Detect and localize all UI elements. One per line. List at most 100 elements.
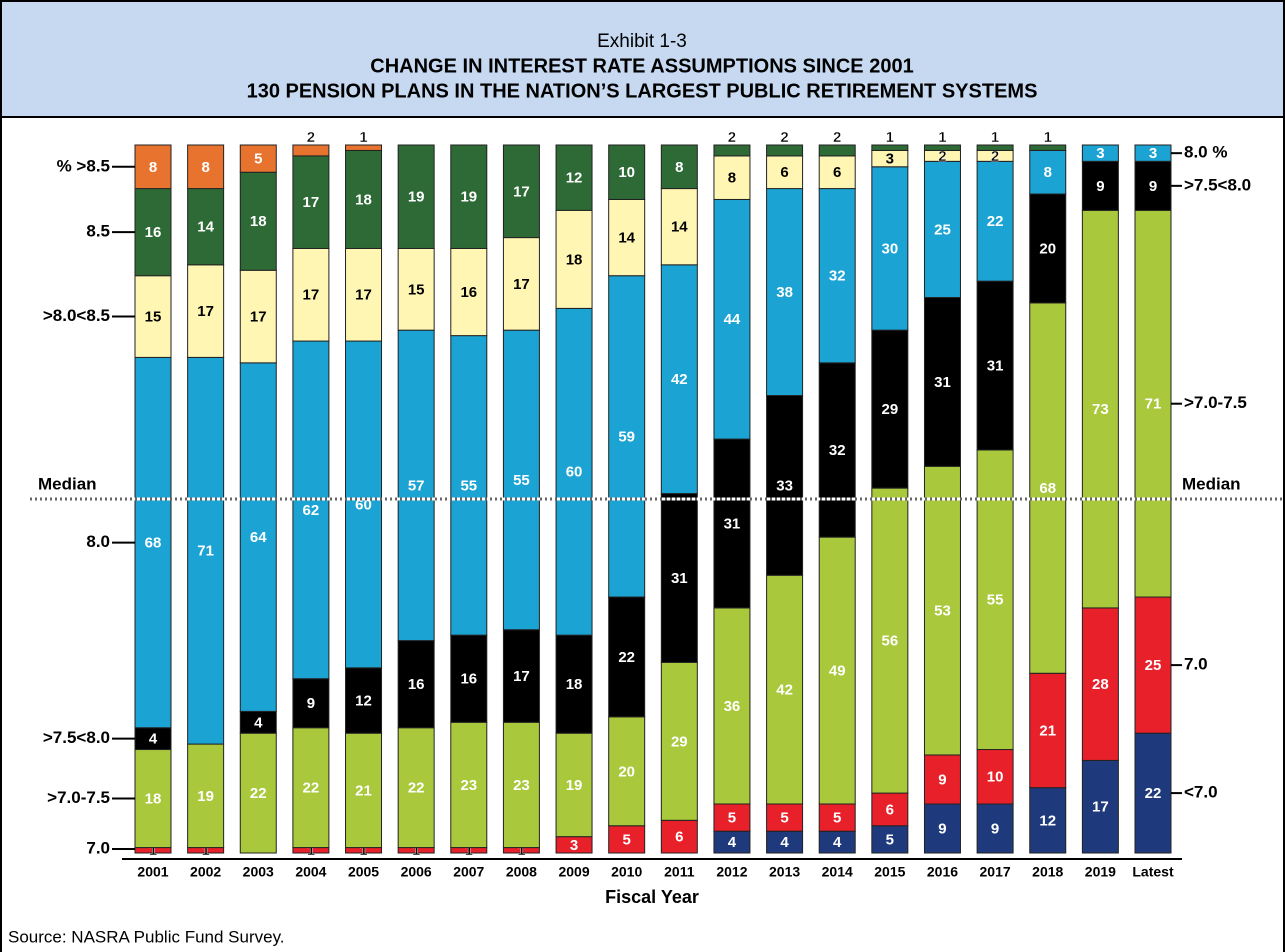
bar-segment [766, 188, 804, 397]
bar-segment [871, 487, 909, 794]
value-label: 17 [303, 287, 320, 304]
value-label: 1 [201, 842, 209, 859]
value-label: 12 [1039, 812, 1056, 829]
x-tick-label: Latest [1132, 864, 1174, 880]
bar-segment [345, 247, 383, 342]
value-label: 10 [618, 164, 635, 181]
value-label: 8 [675, 159, 683, 176]
right-label: >7.5<8.0 [1184, 175, 1251, 194]
value-label: 55 [987, 592, 1004, 609]
x-axis-label: Fiscal Year [605, 887, 699, 907]
bar-segment [1134, 209, 1172, 598]
value-label: 68 [1039, 480, 1056, 497]
bar-segment [397, 329, 435, 642]
value-label: 31 [671, 570, 688, 587]
value-label: 49 [829, 663, 846, 680]
value-label: 6 [675, 829, 683, 846]
bar-segment [818, 803, 856, 832]
x-tick-label: 2012 [716, 864, 747, 880]
bar-segment [1081, 759, 1119, 854]
value-label: 19 [460, 189, 477, 206]
value-label: 55 [460, 477, 477, 494]
left-label: >7.0-7.5 [47, 788, 110, 807]
x-tick-label: 2002 [190, 864, 221, 880]
x-tick-label: 2017 [980, 864, 1011, 880]
value-label: 17 [513, 183, 530, 200]
value-label: 3 [1096, 145, 1104, 162]
median-label: Median [1182, 474, 1241, 493]
value-label: 8 [149, 159, 157, 176]
value-label: 59 [618, 428, 635, 445]
bar-segment [923, 144, 961, 151]
bar-segment [345, 340, 383, 669]
x-tick-label: 2016 [927, 864, 958, 880]
value-label: 32 [829, 268, 846, 285]
value-label: 19 [408, 189, 425, 206]
bar-segment [345, 144, 383, 151]
bar-segment [766, 803, 804, 832]
value-label: 8 [201, 159, 209, 176]
value-label: 5 [728, 810, 736, 827]
value-label: 1 [465, 842, 473, 859]
bar-segment [608, 144, 646, 200]
bar-segment [555, 634, 593, 734]
x-tick-label: 2007 [453, 864, 484, 880]
bar-segment [818, 144, 856, 157]
bar-segment [292, 247, 330, 342]
value-label: 8 [1044, 164, 1052, 181]
value-label: 9 [1096, 178, 1104, 195]
left-label: 7.0 [86, 838, 110, 857]
value-label: 31 [724, 515, 741, 532]
x-tick-label: 2003 [243, 864, 274, 880]
left-label: % >8.5 [57, 156, 110, 175]
value-label: 15 [145, 309, 162, 326]
value-label: 6 [833, 164, 841, 181]
bar-segment [450, 335, 488, 636]
value-label: 19 [197, 788, 214, 805]
bar-segment [134, 275, 172, 358]
value-label: 28 [1092, 676, 1109, 693]
value-label: 17 [513, 668, 530, 685]
value-label: 17 [303, 194, 320, 211]
bar-segment [292, 144, 330, 157]
value-label: 2 [938, 148, 946, 165]
right-label: <7.0 [1184, 783, 1218, 802]
value-label: 10 [987, 769, 1004, 786]
x-tick-label: 2010 [611, 864, 642, 880]
value-label: 1 [1044, 129, 1052, 146]
bar-segment [871, 792, 909, 827]
right-label: >7.0-7.5 [1184, 393, 1247, 412]
bar-segment [450, 144, 488, 249]
value-label: 17 [197, 303, 214, 320]
value-label: 23 [460, 777, 477, 794]
bar-segment [660, 493, 698, 663]
bar-segment [502, 629, 540, 723]
value-label: 5 [254, 151, 262, 168]
bar-segment [766, 395, 804, 576]
value-label: 36 [724, 698, 741, 715]
bar-segment [818, 155, 856, 190]
x-tick-label: 2008 [506, 864, 537, 880]
value-label: 1 [517, 842, 525, 859]
bar-segment [608, 275, 646, 598]
left-label: >8.0<8.5 [43, 306, 110, 325]
x-tick-label: 2018 [1032, 864, 1063, 880]
bar-segment [239, 362, 277, 712]
bar-segment [976, 803, 1014, 854]
value-label: 33 [776, 477, 793, 494]
value-label: 19 [566, 777, 583, 794]
bar-segment [239, 269, 277, 364]
value-label: 53 [934, 603, 951, 620]
value-label: 18 [566, 251, 583, 268]
value-label: 71 [1145, 396, 1162, 413]
bar-segment [502, 237, 540, 331]
value-label: 12 [566, 170, 583, 187]
value-label: 1 [359, 842, 367, 859]
x-tick-label: 2013 [769, 864, 800, 880]
bar-segment [187, 188, 225, 266]
bar-segment [292, 678, 330, 729]
value-label: 22 [1145, 785, 1162, 802]
value-label: 55 [513, 472, 530, 489]
value-label: 18 [250, 213, 267, 230]
value-label: 4 [833, 834, 842, 851]
